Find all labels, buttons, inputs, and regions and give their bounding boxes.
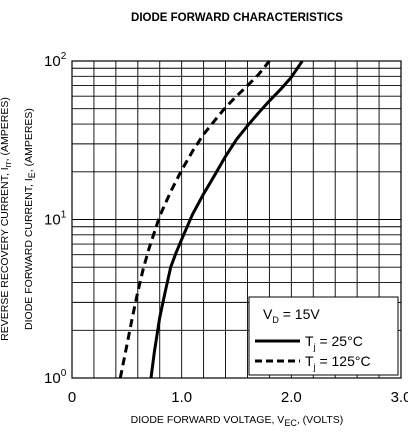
x-tick-label: 0 [68, 389, 76, 406]
y-tick-label: 101 [44, 210, 67, 229]
y-outer-post: , (AMPERES) [0, 97, 11, 161]
legend-header-pre: V [263, 306, 273, 322]
legend-header-post: = 15V [279, 306, 321, 322]
series-lines [118, 60, 304, 379]
legend-header: VD = 15V [263, 306, 320, 325]
y-tick-exponent: 1 [61, 210, 67, 221]
y-outer-pre: REVERSE RECOVERY CURRENT, I [0, 167, 11, 341]
legend: VD = 15V Tj = 25°C Tj = 125°C [248, 296, 399, 376]
legend-label-125c: Tj = 125°C [305, 353, 371, 372]
series-line-125c [118, 60, 271, 379]
x-tick-label: 2.0 [281, 389, 302, 406]
x-tick-labels: 0 1.0 2.0 3.0 [68, 389, 408, 406]
legend-125c-sub: j [313, 362, 316, 372]
y-outer-sub: rr [3, 161, 13, 167]
y-tick-exponent: 2 [61, 51, 67, 62]
legend-125c-pre: T [305, 353, 314, 369]
series-line-25c [149, 60, 304, 379]
y-tick-exponent: 0 [61, 368, 67, 379]
y-axis-label-inner: DIODE FORWARD CURRENT, IE, (AMPERES) [23, 108, 37, 330]
legend-25c-post: = 25°C [316, 333, 363, 349]
y-inner-sub: E [27, 172, 37, 178]
y-tick-base: 10 [44, 370, 61, 387]
y-inner-post: , (AMPERES) [23, 108, 35, 172]
legend-label-25c: Tj = 25°C [305, 333, 363, 352]
legend-125c-post: = 125°C [316, 353, 371, 369]
plot-frame [71, 60, 402, 379]
y-tick-label: 100 [44, 368, 67, 387]
legend-box [248, 296, 399, 376]
y-tick-base: 10 [44, 53, 61, 70]
x-axis-label-post: , (VOLTS) [297, 414, 343, 426]
y-inner-pre: DIODE FORWARD CURRENT, I [23, 178, 35, 330]
x-tick-label: 1.0 [171, 389, 192, 406]
x-axis-label-pre: DIODE FORWARD VOLTAGE, V [131, 414, 285, 426]
legend-25c-sub: j [313, 342, 316, 352]
legend-25c-pre: T [305, 333, 314, 349]
x-tick-label: 3.0 [391, 389, 408, 406]
chart-title: DIODE FORWARD CHARACTERISTICS [131, 12, 343, 24]
y-axis-label-outer: REVERSE RECOVERY CURRENT, Irr, (AMPERES) [0, 97, 13, 341]
y-tick-label: 102 [44, 51, 67, 70]
x-axis-label-sub: EC [284, 418, 297, 428]
x-axis-label: DIODE FORWARD VOLTAGE, VEC, (VOLTS) [131, 414, 344, 428]
y-tick-base: 10 [44, 212, 61, 229]
legend-header-sub: D [272, 315, 279, 325]
